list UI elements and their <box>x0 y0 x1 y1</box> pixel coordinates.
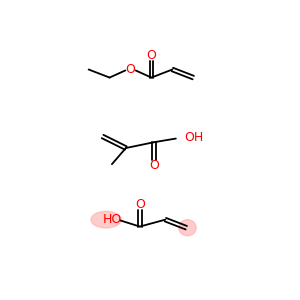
Text: O: O <box>126 63 135 76</box>
Text: HO: HO <box>102 213 122 226</box>
Text: O: O <box>149 159 159 172</box>
Ellipse shape <box>91 211 121 228</box>
Text: O: O <box>135 198 145 211</box>
Text: OH: OH <box>184 131 203 144</box>
Text: O: O <box>146 49 156 62</box>
Ellipse shape <box>179 220 196 236</box>
